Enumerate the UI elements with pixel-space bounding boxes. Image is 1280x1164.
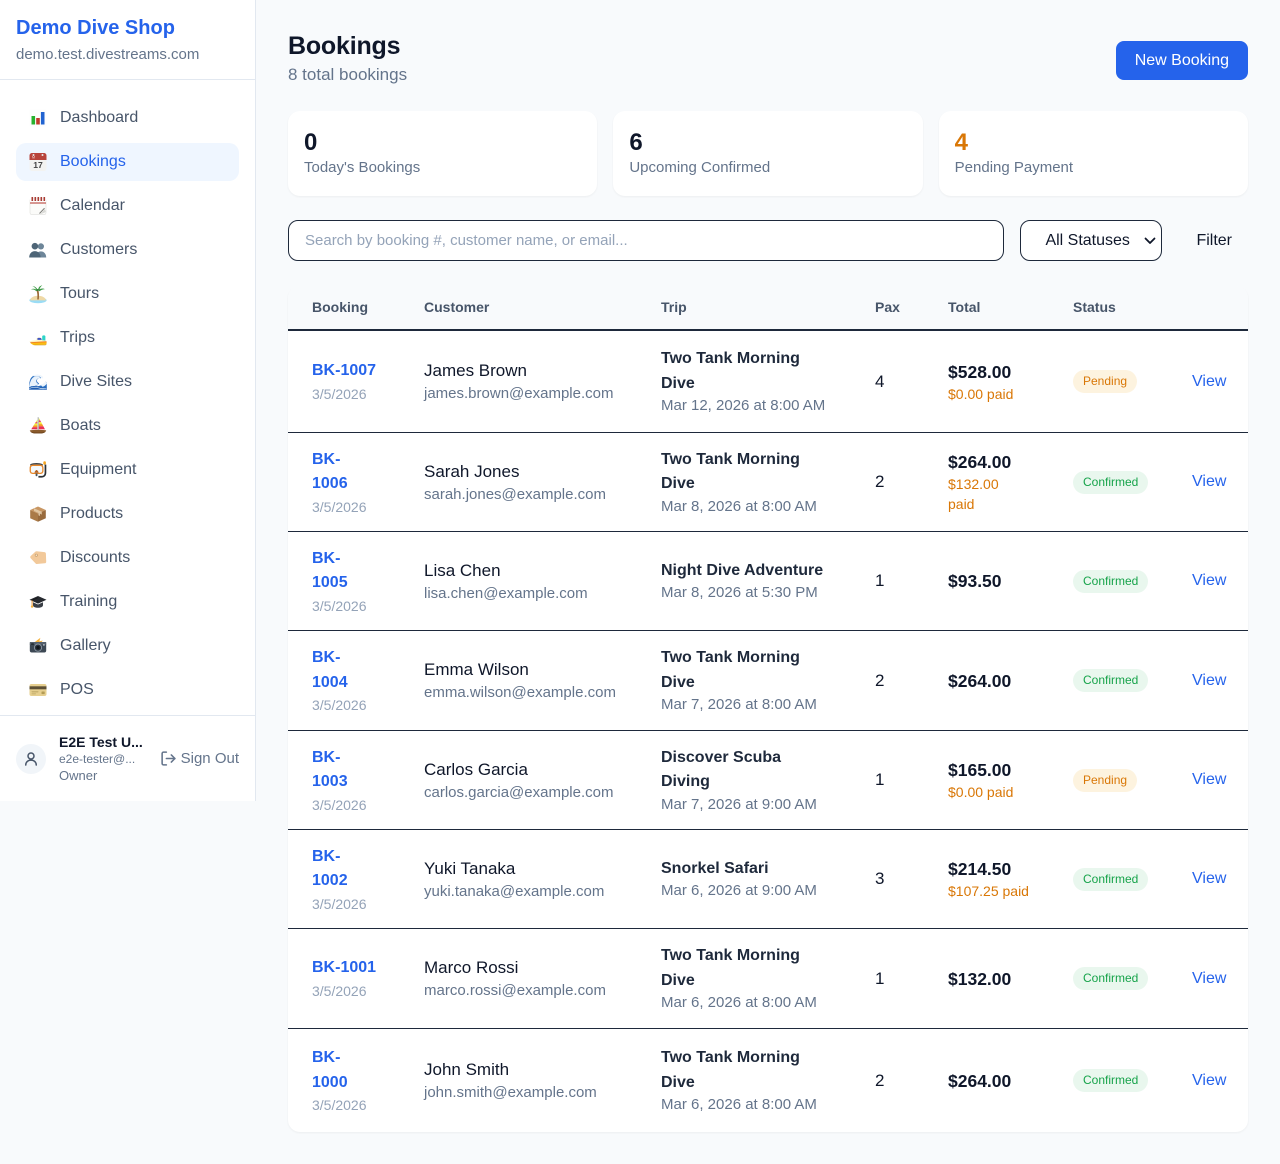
svg-text:M: M [32,156,35,160]
svg-text:17: 17 [33,160,43,170]
